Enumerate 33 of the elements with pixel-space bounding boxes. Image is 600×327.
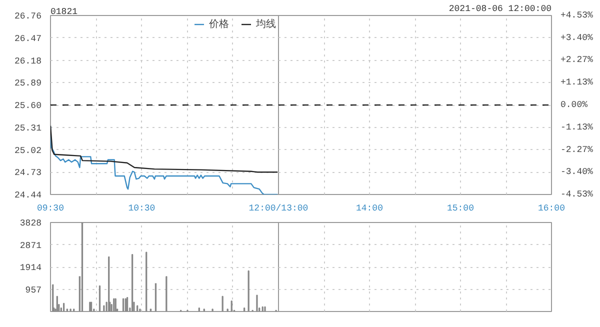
y-tick-label: 25.31 <box>14 123 42 134</box>
y-tick-label: 24.73 <box>14 168 42 178</box>
y2-tick-label: 0.00% <box>560 100 588 110</box>
x-tick-label: 15:00 <box>447 204 474 214</box>
y-tick-label: 25.60 <box>14 101 42 111</box>
y-tick-label: 957 <box>25 285 42 296</box>
y-tick-label: 26.76 <box>14 12 42 22</box>
y-tick-label: 24.44 <box>14 190 42 200</box>
y-tick-label: 25.89 <box>14 78 42 89</box>
y-tick-label: 25.02 <box>14 146 42 156</box>
y-tick-label: 1914 <box>20 263 42 273</box>
x-tick-label: 09:30 <box>37 204 64 214</box>
x-tick-label: 14:00 <box>356 204 384 214</box>
y2-tick-label: +2.27% <box>560 55 594 66</box>
legend-label: 价格 <box>209 18 229 31</box>
chart-title: 2021-08-06 12:00:00 <box>448 4 552 14</box>
y2-tick-label: +1.13% <box>560 78 594 88</box>
line-series <box>50 125 278 173</box>
y2-tick-label: +3.40% <box>560 32 594 43</box>
y2-tick-label: +4.53% <box>560 10 594 20</box>
y2-tick-label: -2.27% <box>560 144 594 155</box>
y2-tick-label: -3.40% <box>560 167 594 178</box>
y2-tick-label: -4.53% <box>560 190 594 200</box>
x-tick-label: 12:00/13:00 <box>248 204 308 214</box>
y-tick-label: 26.47 <box>14 34 42 44</box>
x-tick-label: 16:00 <box>538 204 566 214</box>
legend-label: 均线 <box>256 18 276 31</box>
x-tick-label: 10:30 <box>128 204 156 214</box>
chart-title: 01821 <box>50 7 78 17</box>
y-tick-label: 26.18 <box>14 56 42 66</box>
y-tick-label: 2871 <box>20 240 42 251</box>
y-tick-label: 3828 <box>20 218 42 228</box>
y2-tick-label: -1.13% <box>560 122 594 132</box>
